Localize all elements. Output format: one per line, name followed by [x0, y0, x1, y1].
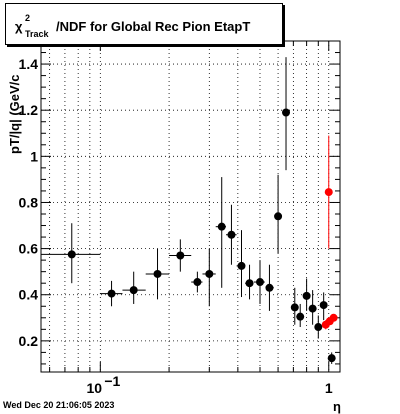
- data-point-red: [329, 313, 338, 322]
- data-point: [308, 304, 317, 313]
- data-point: [107, 289, 116, 298]
- data-point: [314, 323, 323, 332]
- data-point: [296, 312, 305, 321]
- data-point: [237, 261, 246, 270]
- data-point: [327, 354, 336, 363]
- data-point-red: [324, 188, 333, 197]
- x-tick-label-exponent: −1: [104, 373, 120, 389]
- y-tick-label: 1.4: [19, 56, 39, 72]
- title-superscript: 2: [25, 13, 31, 23]
- data-point: [129, 286, 138, 295]
- data-point: [227, 230, 236, 239]
- x-axis-label: η: [333, 399, 341, 414]
- data-point: [319, 301, 328, 310]
- y-tick-label: 0.8: [19, 194, 39, 210]
- y-tick-label: 1: [30, 148, 38, 164]
- plot-frame: [40, 40, 341, 373]
- title-box: χ 2 Track /NDF for Global Rec Pion EtapT: [5, 3, 283, 45]
- data-point: [290, 303, 299, 312]
- y-tick-label: 0.6: [19, 241, 39, 257]
- data-point: [205, 269, 214, 278]
- data-point: [67, 250, 76, 259]
- y-tick-label: 0.4: [19, 287, 39, 303]
- title-text: /NDF for Global Rec Pion EtapT: [56, 19, 251, 34]
- y-tick-label: 1.2: [19, 102, 39, 118]
- data-point: [265, 283, 274, 292]
- y-tick-label: 0.2: [19, 333, 39, 349]
- title-symbol: χ: [15, 19, 23, 34]
- title-subscript: Track: [25, 29, 49, 39]
- data-point: [274, 212, 283, 221]
- data-point: [176, 251, 185, 260]
- data-point: [217, 222, 226, 231]
- data-point: [193, 278, 202, 287]
- x-tick-label: 10: [87, 380, 103, 396]
- x-tick-label: 1: [325, 380, 333, 396]
- data-point: [153, 269, 162, 278]
- data-point: [282, 108, 291, 117]
- data-point: [245, 279, 254, 288]
- timestamp-footer: Wed Dec 20 21:06:05 2023: [3, 400, 115, 410]
- y-axis-label: pT/|q| (GeV/c: [7, 74, 22, 154]
- data-point: [255, 278, 264, 287]
- data-point: [302, 291, 311, 300]
